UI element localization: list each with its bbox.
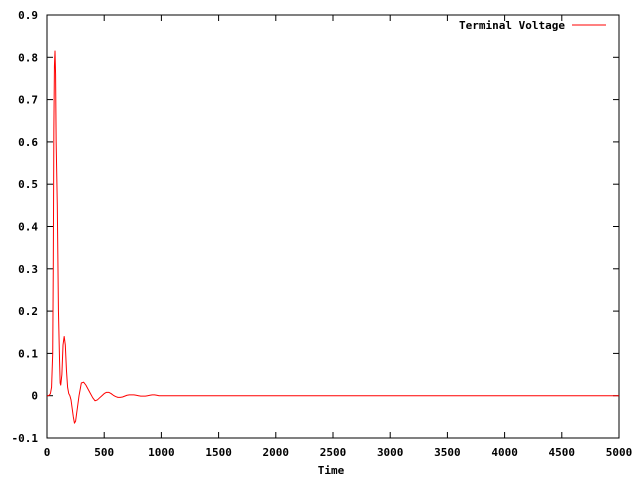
x-tick-label: 500 <box>94 446 114 459</box>
series-layer <box>47 50 619 424</box>
series-line-terminal-voltage <box>47 50 619 424</box>
y-tick-label: -0.1 <box>12 432 39 445</box>
y-tick-label: 0 <box>31 390 38 403</box>
x-tick-label: 1000 <box>148 446 175 459</box>
y-tick-label: 0.3 <box>18 263 38 276</box>
y-tick-label: 0.1 <box>18 347 38 360</box>
legend-label: Terminal Voltage <box>459 19 565 32</box>
x-axis: 0 500 1000 1500 2000 2500 3000 3500 4000 4500 5000 <box>44 15 633 459</box>
x-tick-label: 3500 <box>434 446 461 459</box>
x-tick-label: 4500 <box>549 446 576 459</box>
y-tick-label: 0.7 <box>18 94 38 107</box>
y-axis: -0.1 0 0.1 0.2 0.3 0.4 0.5 0.6 0.7 0.8 0.9 <box>12 9 619 445</box>
y-tick-label: 0.8 <box>18 51 38 64</box>
y-tick-label: 0.2 <box>18 305 38 318</box>
x-tick-label: 4000 <box>491 446 518 459</box>
y-tick-label: 0.4 <box>18 221 38 234</box>
x-axis-title: Time <box>318 464 345 477</box>
x-tick-label: 1500 <box>205 446 232 459</box>
plot-frame <box>46 14 620 439</box>
x-tick-label: 3000 <box>377 446 404 459</box>
x-tick-label: 5000 <box>606 446 633 459</box>
legend: Terminal Voltage <box>459 19 606 32</box>
y-tick-label: 0.5 <box>18 178 38 191</box>
y-tick-label: 0.9 <box>18 9 38 22</box>
x-tick-label: 0 <box>44 446 51 459</box>
y-tick-label: 0.6 <box>18 136 38 149</box>
x-tick-label: 2000 <box>263 446 290 459</box>
x-tick-label: 2500 <box>320 446 347 459</box>
